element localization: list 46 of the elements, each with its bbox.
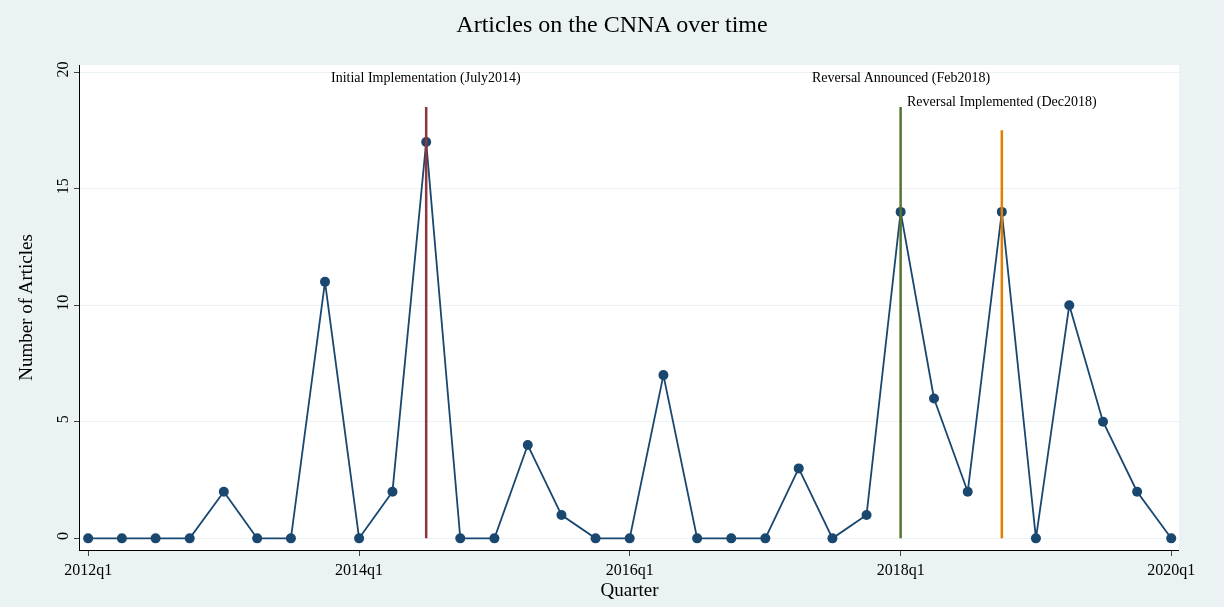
point: [726, 533, 737, 544]
point: [285, 533, 296, 544]
point: [83, 533, 94, 544]
point: [354, 533, 365, 544]
y-tick-label: 10: [53, 294, 71, 311]
point: [218, 486, 229, 497]
point: [252, 533, 263, 544]
point: [489, 533, 500, 544]
point: [1030, 533, 1041, 544]
ref-line-label: Initial Implementation (July2014): [331, 70, 522, 86]
point: [760, 533, 771, 544]
x-tick-label: 2014q1: [335, 561, 384, 580]
point: [624, 533, 635, 544]
point: [522, 440, 533, 451]
point: [455, 533, 466, 544]
point: [827, 533, 838, 544]
point: [793, 463, 804, 474]
point: [116, 533, 127, 544]
point: [929, 393, 939, 404]
point: [1132, 486, 1143, 497]
ref-line-label: Reversal Implemented (Dec2018): [907, 94, 1098, 110]
x-tick-label: 2016q1: [605, 561, 654, 580]
x-tick-label: 2020q1: [1147, 561, 1196, 580]
point: [1064, 300, 1075, 311]
y-tick-label: 15: [53, 178, 71, 195]
y-tick-label: 20: [53, 61, 71, 78]
point: [556, 510, 567, 521]
chart-title: Articles on the CNNA over time: [456, 10, 768, 37]
y-tick-label: 5: [53, 415, 71, 424]
point: [861, 510, 872, 521]
point: [962, 486, 973, 497]
point: [320, 276, 330, 287]
y-axis-title: Number of Articles: [15, 234, 37, 381]
y-tick-label: 0: [53, 531, 71, 540]
x-tick-label: 2018q1: [876, 561, 925, 580]
ref-line-label: Reversal Announced (Feb2018): [812, 70, 991, 86]
x-tick-label: 2012q1: [64, 561, 113, 580]
point: [1166, 533, 1177, 544]
point: [150, 533, 161, 544]
point: [387, 486, 398, 497]
point: [692, 533, 703, 544]
x-axis-title: Quarter: [600, 579, 660, 601]
point: [1098, 416, 1109, 427]
point: [590, 533, 601, 544]
point: [658, 370, 669, 381]
point: [184, 533, 195, 544]
